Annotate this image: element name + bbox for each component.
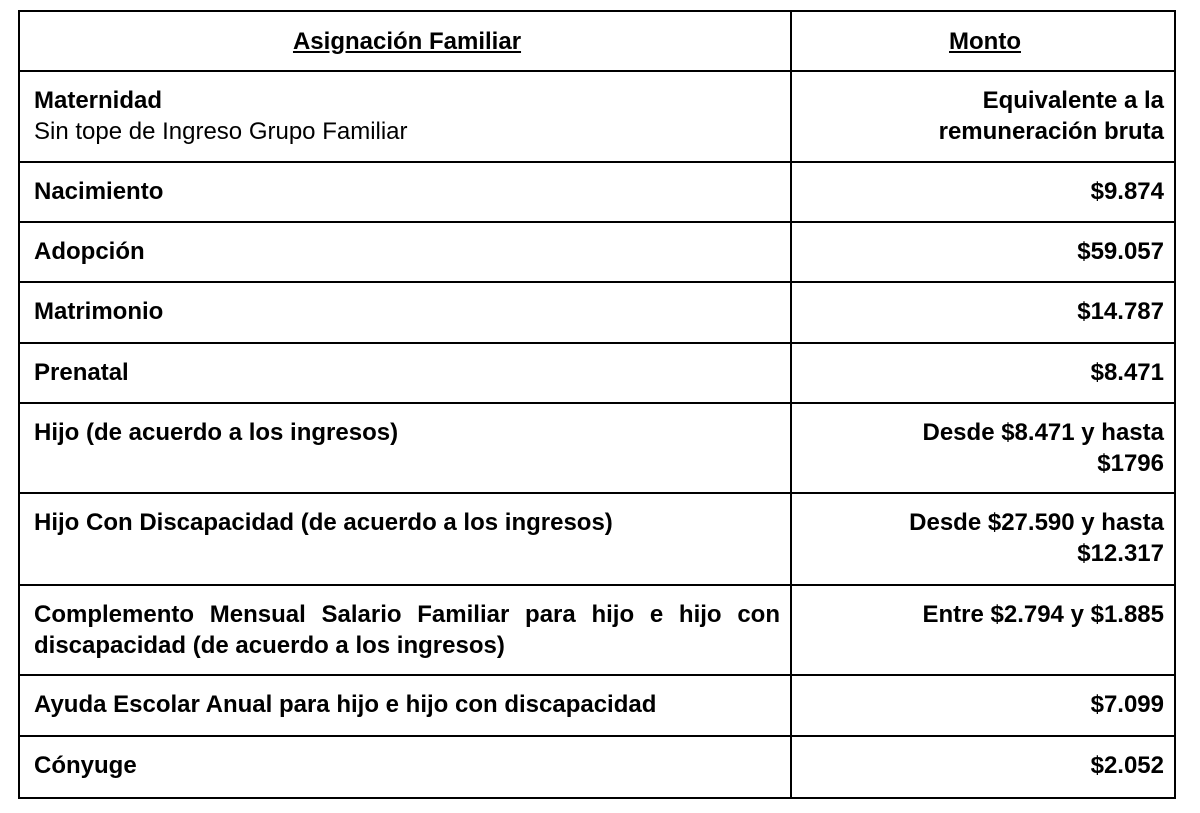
row-name: Cónyuge [18, 735, 792, 799]
table-row: Adopción $59.057 [18, 221, 1176, 283]
row-amount: $14.787 [790, 281, 1176, 344]
header-monto: Monto [790, 10, 1176, 72]
row-amount: $2.052 [790, 735, 1176, 799]
row-name: Matrimonio [18, 281, 792, 344]
row-amount: $7.099 [790, 674, 1176, 737]
table-row: Maternidad Sin tope de Ingreso Grupo Fami… [18, 70, 1176, 163]
row-label: Maternidad [34, 87, 163, 114]
row-amount: $9.874 [790, 161, 1176, 223]
row-note: Sin tope de Ingreso Grupo Familiar [34, 118, 408, 145]
table-row: Nacimiento $9.874 [18, 161, 1176, 223]
row-amount: Entre $2.794 y $1.885 [790, 584, 1176, 676]
row-amount: $8.471 [790, 342, 1176, 404]
table-row: Hijo Con Discapacidad (de acuerdo a los … [18, 492, 1176, 586]
row-name: Hijo Con Discapacidad (de acuerdo a los … [18, 492, 792, 586]
table-row: Hijo (de acuerdo a los ingresos) Desde $… [18, 402, 1176, 494]
row-name: Adopción [18, 221, 792, 283]
row-amount: $59.057 [790, 221, 1176, 283]
row-name: Hijo (de acuerdo a los ingresos) [18, 402, 792, 494]
header-row: Asignación Familiar Monto [18, 10, 1176, 72]
table-row: Ayuda Escolar Anual para hijo e hijo con… [18, 674, 1176, 737]
row-name: Nacimiento [18, 161, 792, 223]
row-name: Prenatal [18, 342, 792, 404]
row-amount: Equivalente a la remuneración bruta [790, 70, 1176, 163]
row-amount: Desde $27.590 y hasta $12.317 [790, 492, 1176, 586]
row-name: Ayuda Escolar Anual para hijo e hijo con… [18, 674, 792, 737]
header-asignacion: Asignación Familiar [18, 10, 792, 72]
table-row: Complemento Mensual Salario Familiar par… [18, 584, 1176, 676]
row-amount: Desde $8.471 y hasta $1796 [790, 402, 1176, 494]
table-row: Matrimonio $14.787 [18, 281, 1176, 344]
row-name: Maternidad Sin tope de Ingreso Grupo Fami… [18, 70, 792, 163]
table-row: Prenatal $8.471 [18, 342, 1176, 404]
row-name: Complemento Mensual Salario Familiar par… [18, 584, 792, 676]
table-row: Cónyuge $2.052 [18, 735, 1176, 799]
asignacion-familiar-table: Asignación Familiar Monto Maternidad Sin … [18, 10, 1176, 799]
